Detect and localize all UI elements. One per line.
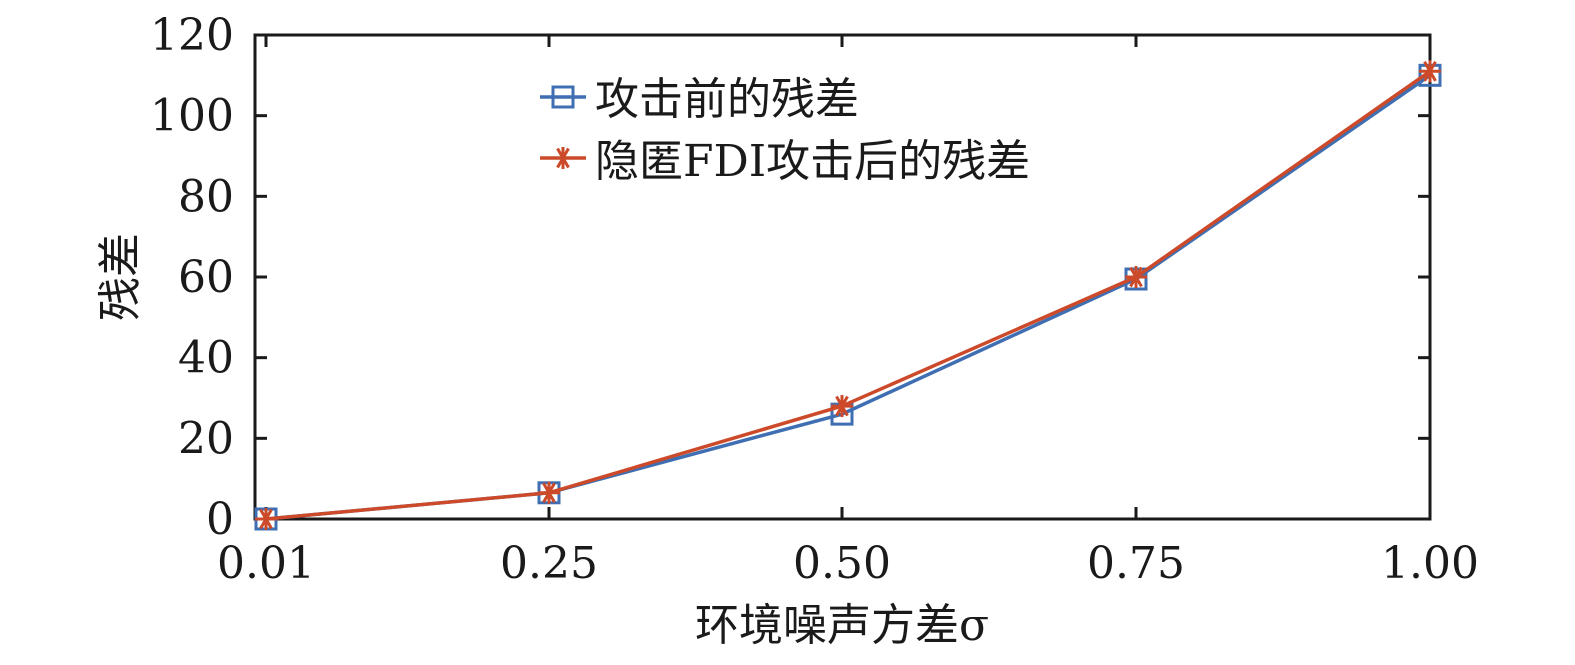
series-2-point (831, 395, 853, 418)
y-tick-label: 20 (178, 413, 234, 464)
series-2-point (1125, 266, 1147, 288)
y-axis-label: 残差 (95, 233, 146, 321)
legend-marker-asterisk (540, 147, 586, 169)
y-tick-label: 60 (178, 252, 234, 303)
legend-symbol (551, 85, 575, 109)
y-tick-labels: 0 20 40 60 80 100 120 (150, 10, 234, 545)
legend-label-series-2: 隐匿FDI攻击后的残差 (595, 136, 1030, 187)
y-tick-label: 100 (150, 91, 234, 142)
x-tick-label: 0.75 (1087, 538, 1185, 589)
y-tick-label: 120 (150, 10, 234, 61)
legend-item-series-1: 攻击前的残差 (540, 74, 859, 125)
x-tick-label: 0.01 (217, 538, 315, 589)
series-2 (255, 60, 1441, 530)
y-tick-label: 40 (178, 333, 234, 384)
series-layer (254, 60, 1442, 531)
legend-marker-square (540, 85, 586, 109)
legend-label-series-1: 攻击前的残差 (595, 74, 859, 125)
y-tick-label: 80 (178, 171, 234, 222)
x-tick-labels: 0.01 0.25 0.50 0.75 1.00 (217, 538, 1479, 589)
plot-area (253, 33, 1432, 521)
series-2-point (255, 508, 277, 530)
series-2-point (538, 481, 560, 504)
legend-item-series-2: 隐匿FDI攻击后的残差 (540, 136, 1030, 187)
legend-symbol (552, 147, 574, 169)
x-axis-label: 环境噪声方差σ (695, 600, 989, 651)
legend: 攻击前的残差 隐匿FDI攻击后的残差 (540, 74, 1030, 187)
series-2-point (1419, 60, 1441, 83)
x-tick-label: 0.25 (500, 538, 598, 589)
y-tick-label: 0 (206, 494, 234, 545)
x-tick-label: 0.50 (793, 538, 891, 589)
x-tick-label: 1.00 (1381, 538, 1479, 589)
